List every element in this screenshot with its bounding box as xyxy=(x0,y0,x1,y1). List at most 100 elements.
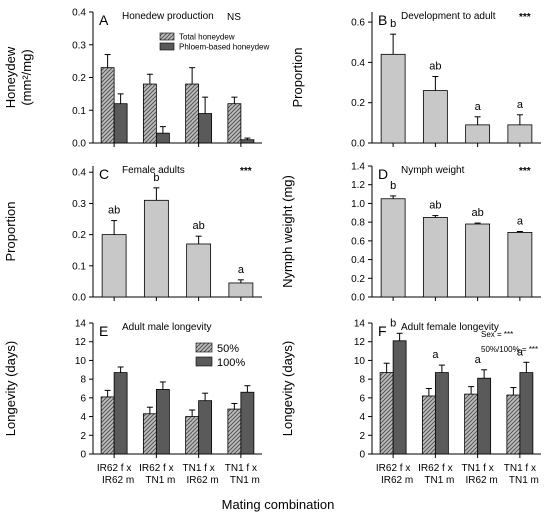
legend-swatch xyxy=(159,42,175,51)
panel-letter: C xyxy=(99,166,109,182)
panel-significance: *** xyxy=(519,12,531,23)
bar xyxy=(227,408,242,455)
x-category-label: TN1 f x xyxy=(462,463,494,474)
panel-d: 0.0 0.2 0.4 0.6 0.8 1.0 1.2 1.4 b ab ab a D Nymph wei… xyxy=(280,162,541,304)
x-category-label: IR62 f x xyxy=(139,463,173,474)
panel-letter: A xyxy=(99,12,109,28)
legend-label: Total honeydew xyxy=(179,33,235,42)
bar xyxy=(464,393,479,455)
x-category-label: TN1 f x xyxy=(504,463,536,474)
bar xyxy=(113,103,128,144)
significance-letter: b xyxy=(390,317,396,329)
y-tick-label: 0.0 xyxy=(72,293,86,304)
significance-letter: ab xyxy=(472,207,484,219)
bar xyxy=(100,396,115,455)
bar xyxy=(186,243,212,298)
legend: 50% 100% xyxy=(195,342,245,369)
y-axis-label: Honeydew xyxy=(3,46,18,108)
y-tick-label: 0.2 xyxy=(351,274,365,285)
significance-letter: a xyxy=(475,101,482,113)
significance-letter: ab xyxy=(429,60,441,72)
x-axis-title: Mating combination xyxy=(222,497,335,512)
panel-significance: *** xyxy=(240,166,252,177)
y-tick-label: 0.4 xyxy=(351,255,365,266)
significance-letter: ab xyxy=(193,220,205,232)
x-category-label: IR62 m xyxy=(466,475,498,486)
panel-letter: E xyxy=(99,323,108,339)
bar xyxy=(421,395,436,455)
x-category-label: TN1 m xyxy=(230,475,260,486)
bar xyxy=(507,124,533,144)
panels: 0.0 0.1 0.2 0.3 0.4 A Honedew production NS Hone… xyxy=(3,8,541,461)
y-tick-label: 0.4 xyxy=(72,8,86,19)
y-tick-label: 4 xyxy=(359,412,365,423)
bar xyxy=(380,53,406,144)
significance-letter: b xyxy=(153,172,159,184)
y-tick-label: 6 xyxy=(359,393,365,404)
significance-letter: ab xyxy=(429,200,441,212)
y-tick-label: 0.3 xyxy=(72,199,86,210)
panel-title: Adult female longevity xyxy=(401,322,499,333)
y-tick-label: 0.1 xyxy=(72,106,86,117)
bar xyxy=(198,113,213,144)
bar xyxy=(227,103,242,144)
bar xyxy=(465,124,491,144)
legend-label: 50% xyxy=(217,343,239,355)
bar xyxy=(477,377,492,455)
panel-title: Development to adult xyxy=(401,11,496,22)
y-tick-label: 0.4 xyxy=(72,168,86,179)
panel-letter: F xyxy=(378,323,387,339)
bar xyxy=(155,389,170,455)
bar xyxy=(506,394,521,455)
significance-letter: a xyxy=(475,354,482,366)
bar xyxy=(228,282,254,298)
bar xyxy=(185,83,200,144)
y-tick-label: 8 xyxy=(80,375,86,386)
x-category-label: IR62 m xyxy=(381,475,413,486)
bar xyxy=(113,372,128,455)
y-tick-label: 1.4 xyxy=(351,162,365,173)
y-axis-label: Longevity (days) xyxy=(3,341,18,436)
bar xyxy=(155,132,170,144)
y-tick-label: 14 xyxy=(354,319,366,330)
bar xyxy=(142,83,157,144)
y-tick-label: 0.2 xyxy=(351,98,365,109)
significance-letter: b xyxy=(390,18,396,30)
significance-letter: a xyxy=(432,349,439,361)
stats-note: Sex = *** xyxy=(481,330,513,339)
bar xyxy=(380,198,406,298)
y-axis-label: Longevity (days) xyxy=(280,341,295,436)
bar xyxy=(507,232,533,298)
bar xyxy=(142,413,157,455)
y-tick-label: 0 xyxy=(359,450,365,461)
legend-label: Phloem-based honeydew xyxy=(179,43,270,52)
y-tick-label: 10 xyxy=(75,356,87,367)
x-category-label: TN1 m xyxy=(424,475,454,486)
legend-swatch xyxy=(195,356,213,367)
panel-a: 0.0 0.1 0.2 0.3 0.4 A Honedew production NS Hone… xyxy=(3,8,270,150)
y-tick-label: 0.8 xyxy=(351,218,365,229)
bar xyxy=(422,217,448,298)
y-tick-label: 0.0 xyxy=(351,139,365,150)
panel-c: 0.0 0.1 0.2 0.3 0.4 ab b ab a C Female adults *** Pr… xyxy=(3,165,262,304)
y-tick-label: 2 xyxy=(359,431,365,442)
x-category-label: IR62 f x xyxy=(376,463,410,474)
x-category-label: TN1 m xyxy=(509,475,539,486)
bar xyxy=(519,372,534,455)
y-tick-label: 0.0 xyxy=(72,139,86,150)
bar xyxy=(143,199,169,298)
bar xyxy=(100,67,115,144)
x-category-label: IR62 f x xyxy=(97,463,131,474)
bar xyxy=(198,400,213,455)
y-axis-label: Proportion xyxy=(290,48,305,108)
y-tick-label: 0.6 xyxy=(351,18,365,29)
y-tick-label: 2 xyxy=(80,431,86,442)
x-category-label: IR62 f x xyxy=(418,463,452,474)
panel-letter: B xyxy=(378,12,387,28)
y-tick-label: 0.2 xyxy=(72,230,86,241)
y-tick-label: 4 xyxy=(80,412,86,423)
stats-note: 50%/100% = *** xyxy=(481,345,538,354)
y-axis-label: Nymph weight (mg) xyxy=(280,175,295,288)
